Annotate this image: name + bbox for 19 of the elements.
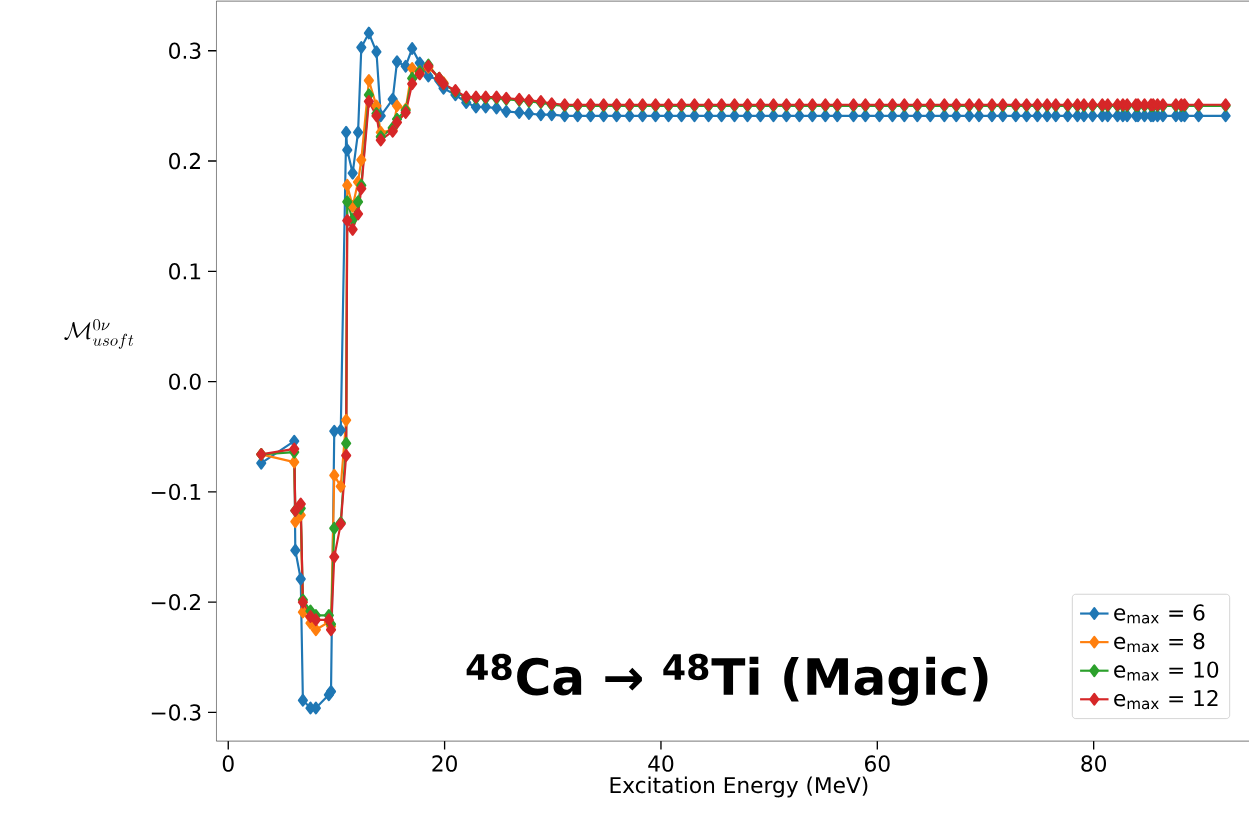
legend-label: e$_{max}$ = 8	[1114, 632, 1205, 653]
y-axis-title: $\mathcal{M}^{0\nu}_{usoft}$	[64, 319, 134, 349]
x-tick-label: 0	[222, 755, 234, 772]
x-tick-label: 60	[865, 755, 890, 772]
annotation: $^{48}$Ca → $^{48}$Ti (Magic)	[466, 653, 988, 706]
legend-label: e$_{max}$ = 12	[1114, 690, 1218, 710]
y-tick-label: 0.3	[169, 42, 201, 59]
y-tick-label: −0.3	[151, 704, 201, 721]
y-tick-label: 0.2	[169, 152, 200, 170]
x-tick-label: 40	[648, 755, 674, 772]
y-tick-label: −0.1	[151, 483, 201, 501]
legend-label: e$_{max}$ = 10	[1114, 661, 1219, 681]
y-tick-label: 0.0	[169, 373, 201, 390]
y-tick-label: −0.2	[151, 593, 200, 611]
y-tick-label: 0.1	[169, 263, 201, 280]
x-tick-label: 20	[432, 755, 457, 772]
legend-label: e$_{max}$ = 6	[1114, 604, 1205, 624]
x-tick-label: 80	[1081, 755, 1106, 772]
x-axis-title: Excitation Energy (MeV)	[610, 776, 868, 798]
